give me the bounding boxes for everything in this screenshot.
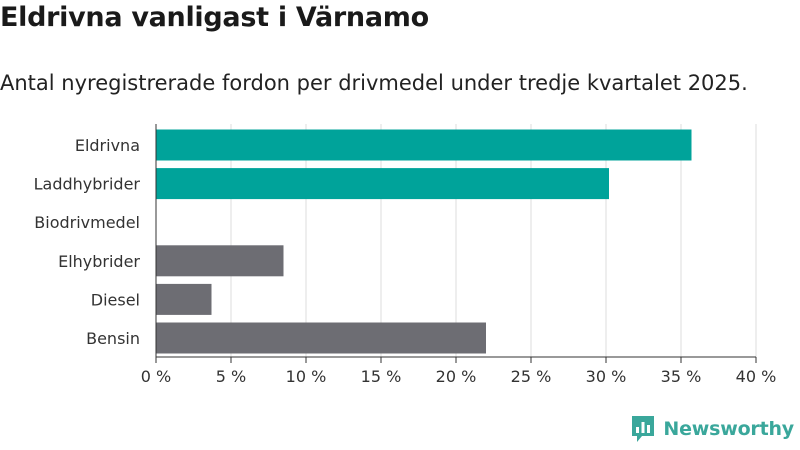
x-tick-label: 20 % [436,367,477,386]
bar-laddhybrider [156,168,609,200]
x-tick-label: 5 % [216,367,246,386]
category-label: Biodrivmedel [34,213,140,232]
brand-name: Newsworthy [663,418,794,440]
brand-logo: Newsworthy [630,414,794,444]
x-tick-label: 15 % [361,367,402,386]
newsworthy-logo-icon [632,416,655,442]
category-label: Diesel [91,290,140,309]
x-tick-label: 10 % [286,367,327,386]
category-label: Bensin [86,329,140,348]
bar-eldrivna [156,129,692,161]
chart-subtitle: Antal nyregistrerade fordon per drivmede… [0,71,748,95]
chart-title: Eldrivna vanligast i Värnamo [0,2,429,33]
category-label: Elhybrider [58,252,140,271]
x-tick-label: 35 % [661,367,702,386]
x-tick-label: 0 % [141,367,171,386]
x-tick-label: 25 % [511,367,552,386]
bar-elhybrider [156,245,284,277]
category-label: Laddhybrider [34,175,141,194]
category-label: Eldrivna [75,136,140,155]
bar-bensin [156,322,486,354]
bar-diesel [156,283,212,315]
x-tick-label: 40 % [736,367,777,386]
x-tick-label: 30 % [586,367,627,386]
